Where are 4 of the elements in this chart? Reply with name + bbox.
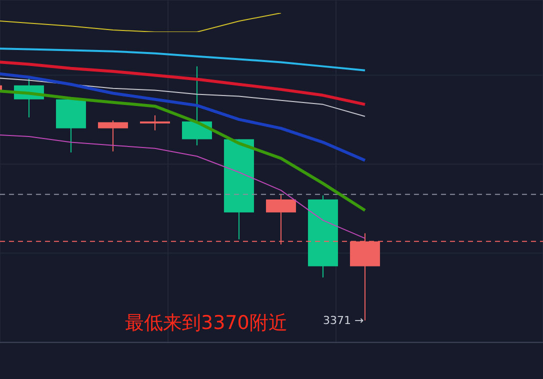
candlestick [140,114,170,131]
candlestick [98,120,128,152]
annotation: 3371 → [323,314,364,327]
annotation: 最低来到3370附近 [125,311,288,336]
